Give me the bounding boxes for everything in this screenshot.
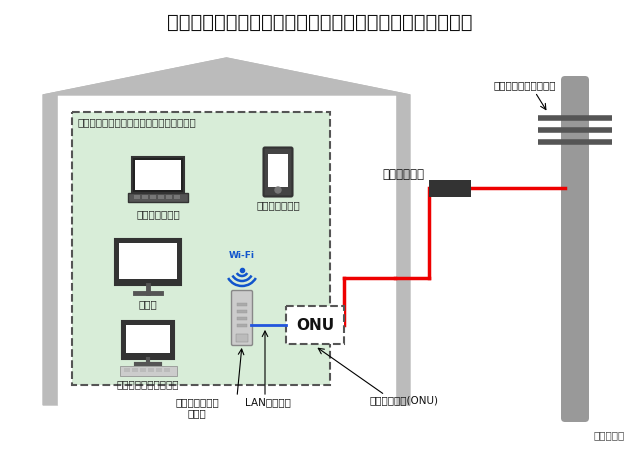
Text: 工事概略図: 工事概略図	[594, 430, 625, 440]
Bar	[122, 321, 174, 359]
Text: 点線枠の部分はお客様ご負担となります。: 点線枠の部分はお客様ご負担となります。	[78, 117, 196, 127]
Text: 光ファイバーケーブル: 光ファイバーケーブル	[493, 80, 556, 90]
Bar	[236, 334, 248, 342]
Bar	[142, 195, 148, 199]
Bar	[148, 368, 154, 372]
FancyBboxPatch shape	[120, 365, 177, 375]
Bar	[124, 368, 130, 372]
FancyBboxPatch shape	[128, 193, 188, 202]
Bar	[156, 368, 162, 372]
Bar	[72, 112, 330, 385]
Bar	[268, 154, 288, 187]
Text: テレビ: テレビ	[139, 299, 157, 309]
Text: Wi-Fi: Wi-Fi	[229, 252, 255, 261]
Bar	[132, 368, 138, 372]
Bar	[119, 243, 177, 279]
FancyBboxPatch shape	[232, 291, 253, 346]
Bar	[158, 195, 164, 199]
Bar	[164, 368, 170, 372]
FancyBboxPatch shape	[264, 148, 292, 197]
FancyBboxPatch shape	[561, 76, 589, 422]
Bar	[134, 195, 140, 199]
Text: スマートフォン: スマートフォン	[256, 200, 300, 210]
Bar	[237, 302, 247, 306]
Bar	[237, 316, 247, 319]
Bar	[174, 195, 180, 199]
Bar	[126, 325, 170, 353]
Text: LANケーブル: LANケーブル	[245, 397, 291, 407]
Bar	[150, 195, 156, 199]
Bar	[237, 310, 247, 312]
Bar	[135, 160, 181, 190]
Polygon shape	[43, 58, 410, 405]
Text: ノートパソコン: ノートパソコン	[136, 209, 180, 219]
Bar	[286, 306, 344, 344]
Polygon shape	[43, 58, 410, 95]
Polygon shape	[58, 95, 395, 405]
Text: ブロードバンド
ルータ: ブロードバンド ルータ	[175, 397, 219, 418]
Bar	[166, 195, 172, 199]
Text: デスクトップパソコン: デスクトップパソコン	[116, 379, 179, 389]
Bar	[429, 180, 471, 197]
Bar	[237, 324, 247, 327]
Text: 回線終端装置(ONU): 回線終端装置(ONU)	[370, 395, 439, 405]
Text: ONU: ONU	[296, 318, 334, 333]
Text: クロージャー: クロージャー	[382, 168, 424, 181]
Text: 宅内までの光回線引き込みとインターネット接続イメージ: 宅内までの光回線引き込みとインターネット接続イメージ	[167, 13, 473, 32]
Bar	[132, 157, 184, 193]
Bar	[140, 368, 146, 372]
Circle shape	[275, 187, 281, 193]
Bar	[115, 239, 181, 285]
